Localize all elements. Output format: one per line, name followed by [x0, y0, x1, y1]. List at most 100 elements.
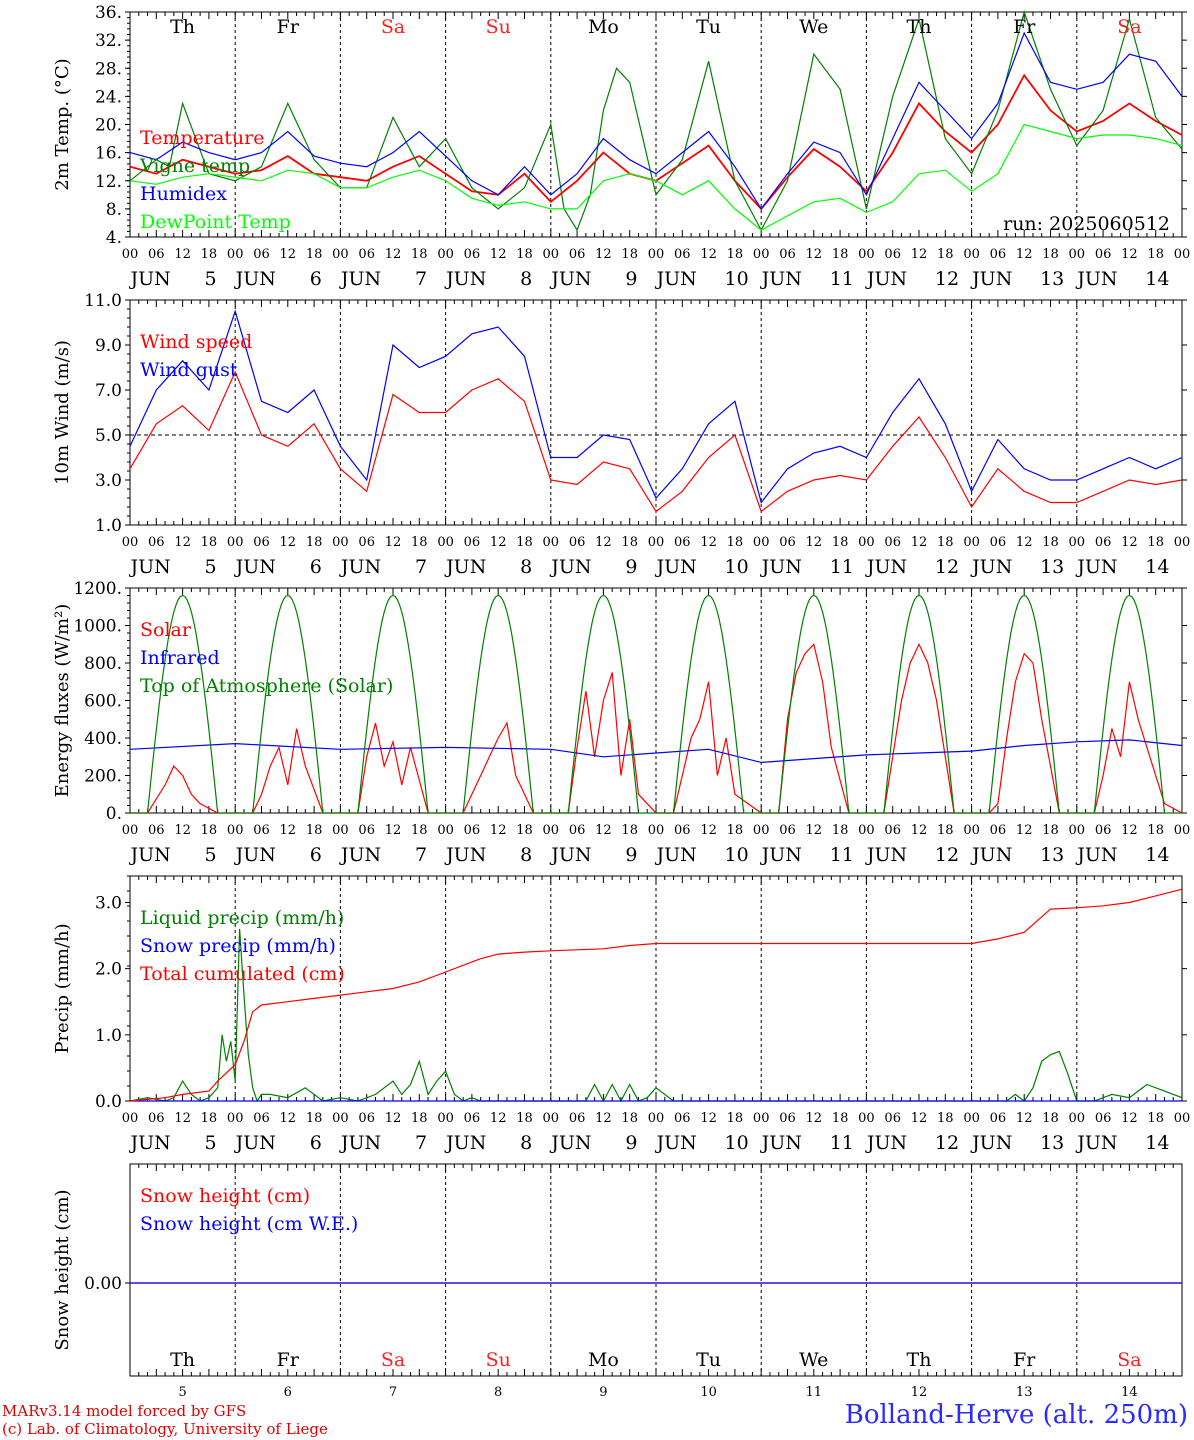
- y-tick-label: 36.: [95, 3, 122, 23]
- month-label: JUN: [444, 268, 486, 290]
- hour-tick-label: 06: [990, 823, 1007, 838]
- month-label: JUN: [970, 268, 1012, 290]
- hour-tick-label: 00: [122, 535, 139, 550]
- hour-tick-label: 18: [201, 247, 218, 262]
- y-tick-label: 16.: [95, 144, 122, 164]
- month-label: JUN: [654, 556, 696, 578]
- hour-tick-label: 12: [385, 535, 402, 550]
- hour-tick-label: 06: [358, 247, 375, 262]
- series-line-temperature-dewpoint-temp: [129, 123, 1183, 231]
- hour-tick-label: 00: [543, 1111, 560, 1126]
- weekday-label-bottom: Fr: [277, 1349, 300, 1371]
- month-label: JUN: [970, 844, 1012, 866]
- day-number-label: 9: [625, 268, 637, 290]
- month-label: JUN: [234, 844, 276, 866]
- hour-tick-label: 12: [911, 247, 928, 262]
- day-number-label: 9: [625, 844, 637, 866]
- hour-tick-label: 06: [674, 1111, 691, 1126]
- month-label: JUN: [339, 556, 381, 578]
- month-label: JUN: [865, 268, 907, 290]
- hour-tick-label: 12: [806, 247, 823, 262]
- hour-tick-label: 18: [832, 535, 849, 550]
- hour-tick-label: 06: [253, 247, 270, 262]
- bottom-day-number: 7: [389, 1385, 397, 1400]
- run-label: run: 2025060512: [1003, 213, 1170, 235]
- bottom-day-number: 11: [806, 1385, 823, 1400]
- day-number-label: 13: [1040, 1132, 1064, 1154]
- hour-tick-label: 18: [411, 535, 428, 550]
- hour-tick-label: 00: [963, 823, 980, 838]
- bottom-day-number: 5: [178, 1385, 186, 1400]
- hour-tick-label: 00: [227, 535, 244, 550]
- y-tick-label: 24.: [95, 87, 122, 107]
- hour-tick-label: 00: [122, 823, 139, 838]
- hour-tick-label: 00: [437, 1111, 454, 1126]
- legend-label-snow-height-cm-w-e-: Snow height (cm W.E.): [140, 1213, 358, 1235]
- weekday-label-top: Th: [907, 16, 932, 38]
- weekday-label-top: Sa: [1117, 16, 1141, 38]
- hour-tick-label: 12: [280, 247, 297, 262]
- day-number-label: 14: [1145, 268, 1169, 290]
- hour-tick-label: 00: [963, 247, 980, 262]
- y-tick-label: 0.0: [95, 1092, 122, 1112]
- series-line-wind-wind-speed: [129, 370, 1183, 513]
- panel-frame-energy: [129, 587, 1183, 814]
- y-tick-label: 600.: [84, 692, 122, 712]
- day-number-label: 5: [205, 1132, 217, 1154]
- hour-tick-label: 06: [884, 823, 901, 838]
- month-label: JUN: [549, 556, 591, 578]
- day-number-label: 8: [520, 556, 532, 578]
- hour-tick-label: 06: [1095, 1111, 1112, 1126]
- weekday-label-bottom: Fr: [1013, 1349, 1036, 1371]
- hour-tick-label: 18: [1147, 535, 1164, 550]
- hour-tick-label: 12: [700, 1111, 717, 1126]
- month-label: JUN: [760, 268, 802, 290]
- day-number-label: 13: [1040, 844, 1064, 866]
- y-tick-label: 28.: [95, 59, 122, 79]
- hour-tick-label: 12: [385, 247, 402, 262]
- day-number-label: 9: [625, 556, 637, 578]
- hour-tick-label: 18: [411, 247, 428, 262]
- hour-tick-label: 12: [595, 823, 612, 838]
- y-tick-label: 5.0: [95, 426, 122, 446]
- weekday-label-bottom: Th: [170, 1349, 195, 1371]
- month-label: JUN: [654, 268, 696, 290]
- hour-tick-label: 00: [1174, 247, 1191, 262]
- hour-tick-label: 06: [779, 247, 796, 262]
- month-label: JUN: [760, 556, 802, 578]
- hour-tick-label: 06: [1095, 823, 1112, 838]
- month-label: JUN: [549, 1132, 591, 1154]
- legend-label-total-cumulated-cm-: Total cumulated (cm): [140, 963, 345, 985]
- hour-tick-label: 00: [332, 535, 349, 550]
- hour-tick-label: 12: [1121, 823, 1138, 838]
- hour-tick-label: 18: [832, 1111, 849, 1126]
- day-number-label: 7: [415, 844, 427, 866]
- day-number-label: 11: [830, 844, 854, 866]
- hour-tick-label: 00: [753, 1111, 770, 1126]
- month-label: JUN: [865, 556, 907, 578]
- hour-tick-label: 00: [753, 823, 770, 838]
- hour-tick-label: 00: [648, 823, 665, 838]
- legend-label-dewpoint-temp: DewPoint Temp: [140, 211, 291, 233]
- y-tick-label: 2.0: [95, 960, 122, 980]
- hour-tick-label: 18: [306, 247, 323, 262]
- weekday-label-top: Fr: [277, 16, 300, 38]
- y-tick-label: 0.00: [84, 1274, 122, 1294]
- day-number-label: 11: [830, 268, 854, 290]
- hour-tick-label: 18: [516, 823, 533, 838]
- legend-label-snow-precip-mm-h-: Snow precip (mm/h): [140, 935, 336, 957]
- day-number-label: 14: [1145, 844, 1169, 866]
- hour-tick-label: 00: [437, 823, 454, 838]
- hour-tick-label: 06: [358, 823, 375, 838]
- day-number-label: 9: [625, 1132, 637, 1154]
- y-axis-label: Energy fluxes (W/m²): [52, 604, 73, 798]
- y-tick-label: 1200.: [73, 579, 122, 599]
- day-number-label: 13: [1040, 268, 1064, 290]
- hour-tick-label: 06: [358, 535, 375, 550]
- hour-tick-label: 12: [700, 535, 717, 550]
- y-tick-label: 11.0: [84, 291, 122, 311]
- hour-tick-label: 06: [884, 247, 901, 262]
- series-line-temperature-humidex: [129, 31, 1183, 210]
- month-label: JUN: [654, 1132, 696, 1154]
- weekday-label-top: Sa: [381, 16, 405, 38]
